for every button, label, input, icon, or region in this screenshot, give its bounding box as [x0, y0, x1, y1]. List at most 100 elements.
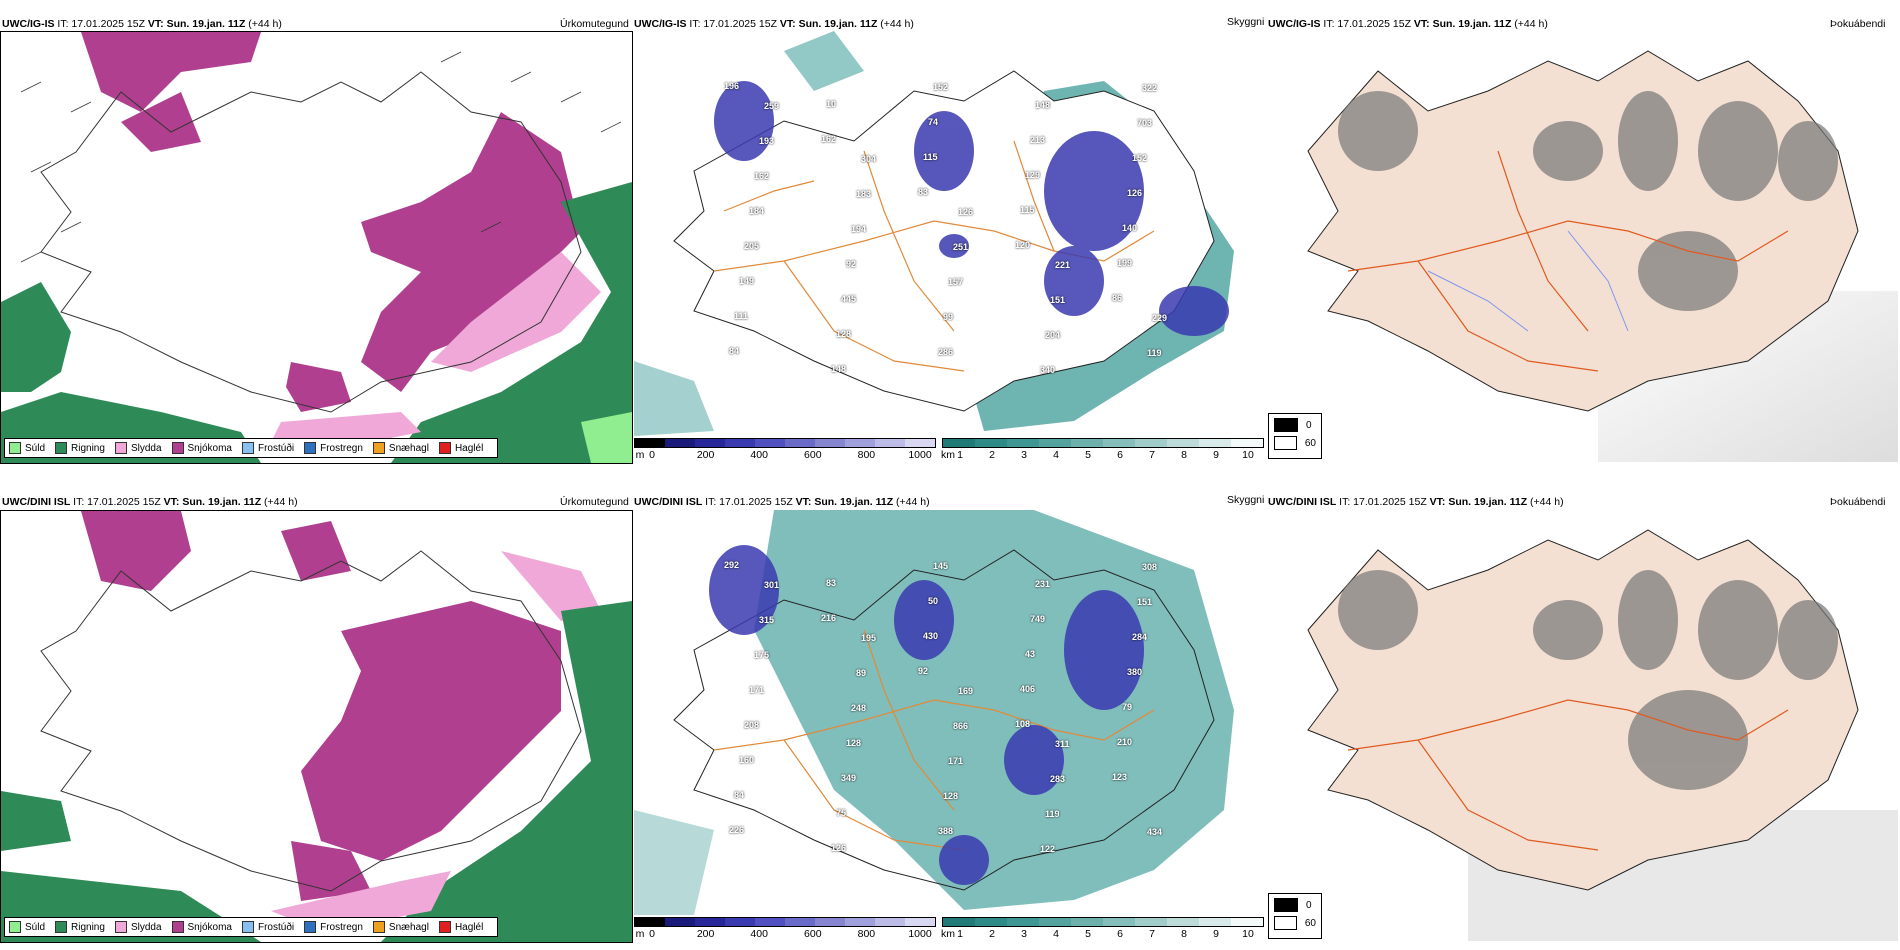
colorbar-segment — [695, 918, 725, 926]
colorbar-tick: 3 — [1021, 449, 1027, 461]
colorbar-unit: m — [635, 449, 645, 461]
colorbar-segment — [1199, 918, 1231, 926]
rain-area — [391, 182, 632, 463]
colorbar-tick: 400 — [750, 449, 768, 461]
snow-area — [121, 92, 201, 152]
visibility-value: 128 — [836, 329, 852, 339]
colorbar-segment — [975, 439, 1007, 447]
visibility-value: 92 — [918, 666, 929, 676]
header-bottom-left: UWC/DINI ISL IT: 17.01.2025 15Z VT: Sun.… — [2, 496, 298, 508]
colorbar-tick: 400 — [750, 928, 768, 940]
visibility-value: 430 — [923, 631, 939, 641]
visibility-value: 160 — [739, 755, 755, 765]
high-terrain — [714, 81, 1229, 336]
visibility-value: 286 — [938, 347, 954, 357]
visibility-value: 152 — [1132, 153, 1148, 163]
visibility-value: 283 — [1050, 774, 1066, 784]
visibility-value: 259 — [764, 101, 780, 111]
init-time: IT: 17.01.2025 15Z — [705, 496, 793, 508]
visibility-value: 210 — [1117, 737, 1133, 747]
header-bottom-right: UWC/DINI ISL IT: 17.01.2025 15Z VT: Sun.… — [1268, 496, 1564, 508]
visibility-value: 380 — [1127, 667, 1143, 677]
legend-item-hail: Haglél — [438, 442, 483, 454]
visibility-value: 115 — [1020, 205, 1035, 215]
colorbar-unit: km — [941, 449, 955, 461]
visibility-value: 208 — [744, 720, 760, 730]
lead-time: (+44 h) — [896, 496, 930, 508]
panel-label-fog: Þokuábendi — [1830, 496, 1886, 508]
fog-map-top — [1268, 31, 1898, 462]
visibility-value: 75 — [836, 808, 847, 818]
colorbar-tick: 10 — [1242, 928, 1254, 940]
visibility-value: 148 — [1035, 100, 1051, 110]
visibility-value: 216 — [821, 613, 837, 623]
visibility-value: 119 — [1045, 809, 1060, 819]
visibility-value: 703 — [1137, 118, 1153, 128]
colorbar-tick: 5 — [1085, 928, 1091, 940]
colorbar-segment — [875, 918, 905, 926]
colorbar-segment — [815, 918, 845, 926]
snow-area — [286, 362, 351, 412]
fog-map-svg — [1307, 50, 1898, 462]
visibility-value: 43 — [1025, 649, 1036, 659]
visibility-value: 194 — [851, 224, 867, 234]
visibility-value: 199 — [1117, 258, 1133, 268]
visibility-value: 196 — [724, 81, 740, 91]
panel-label-visibility: Skyggni — [1227, 16, 1265, 28]
legend-item-freezing-drizzle: Frostúði — [241, 442, 294, 454]
legend-item-rain: Rigning — [55, 921, 105, 933]
model-name: UWC/IG-IS — [1268, 18, 1321, 30]
visibility-value: 162 — [754, 171, 770, 181]
visibility-value: 221 — [1055, 260, 1071, 270]
precip-map-svg — [1, 32, 632, 463]
visibility-value: 284 — [1132, 632, 1148, 642]
colorbar-tick: 8 — [1181, 449, 1187, 461]
colorbar-segment — [845, 918, 875, 926]
visibility-value: 226 — [729, 825, 745, 835]
colorbar-tick: 9 — [1213, 928, 1219, 940]
colorbar-segment — [845, 439, 875, 447]
colorbar-tick: 8 — [1181, 928, 1187, 940]
colorbar-tick: 7 — [1149, 449, 1155, 461]
colorbar-segment — [905, 918, 935, 926]
rivers — [1427, 230, 1629, 332]
colorbar-segment — [665, 918, 695, 926]
visibility-value: 292 — [724, 560, 740, 570]
colorbar-unit: km — [941, 928, 955, 940]
visibility-value: 445 — [841, 294, 857, 304]
lead-time: (+44 h) — [880, 18, 914, 30]
legend-item-drizzle: Súld — [9, 442, 45, 454]
init-time: IT: 17.01.2025 15Z — [57, 18, 145, 30]
colorbar-segment — [943, 918, 975, 926]
visibility-map-svg — [634, 31, 1234, 436]
visibility-value: 205 — [744, 241, 760, 251]
visibility-value: 89 — [856, 668, 867, 678]
visibility-value: 213 — [1030, 135, 1046, 145]
lead-time: (+44 h) — [248, 18, 282, 30]
visibility-value: 128 — [846, 738, 862, 748]
visibility-value: 108 — [1015, 719, 1031, 729]
panel-label-fog: Þokuábendi — [1830, 18, 1886, 30]
colorbar-segment — [1231, 918, 1263, 926]
visibility-value: 749 — [1030, 614, 1046, 624]
visibility-value: 50 — [928, 596, 939, 606]
fog-box-top: 0 60 — [1268, 413, 1322, 459]
colorbar-tick: 0 — [649, 928, 655, 940]
colorbar-segment — [815, 439, 845, 447]
visibility-value: 140 — [1122, 223, 1138, 233]
colorbar-tick: 6 — [1117, 449, 1123, 461]
fog-patches — [1338, 570, 1838, 790]
visibility-value: 866 — [953, 721, 969, 731]
visibility-value: 184 — [749, 206, 765, 216]
model-name: UWC/DINI ISL — [1268, 496, 1337, 508]
roads — [1347, 150, 1789, 372]
precip-map-bottom: Súld Rigning Slydda Snjókoma Frostúði Fr… — [0, 510, 633, 943]
visibility-value: 115 — [923, 152, 938, 162]
valid-time: VT: Sun. 19.jan. 11Z — [779, 18, 878, 30]
roads — [713, 629, 1155, 851]
visibility-value: 10 — [826, 99, 837, 109]
colorbar-segment — [785, 918, 815, 926]
colorbar-tick: 10 — [1242, 449, 1254, 461]
legend-item-rain: Rigning — [55, 442, 105, 454]
colorbar-tick: 0 — [649, 449, 655, 461]
